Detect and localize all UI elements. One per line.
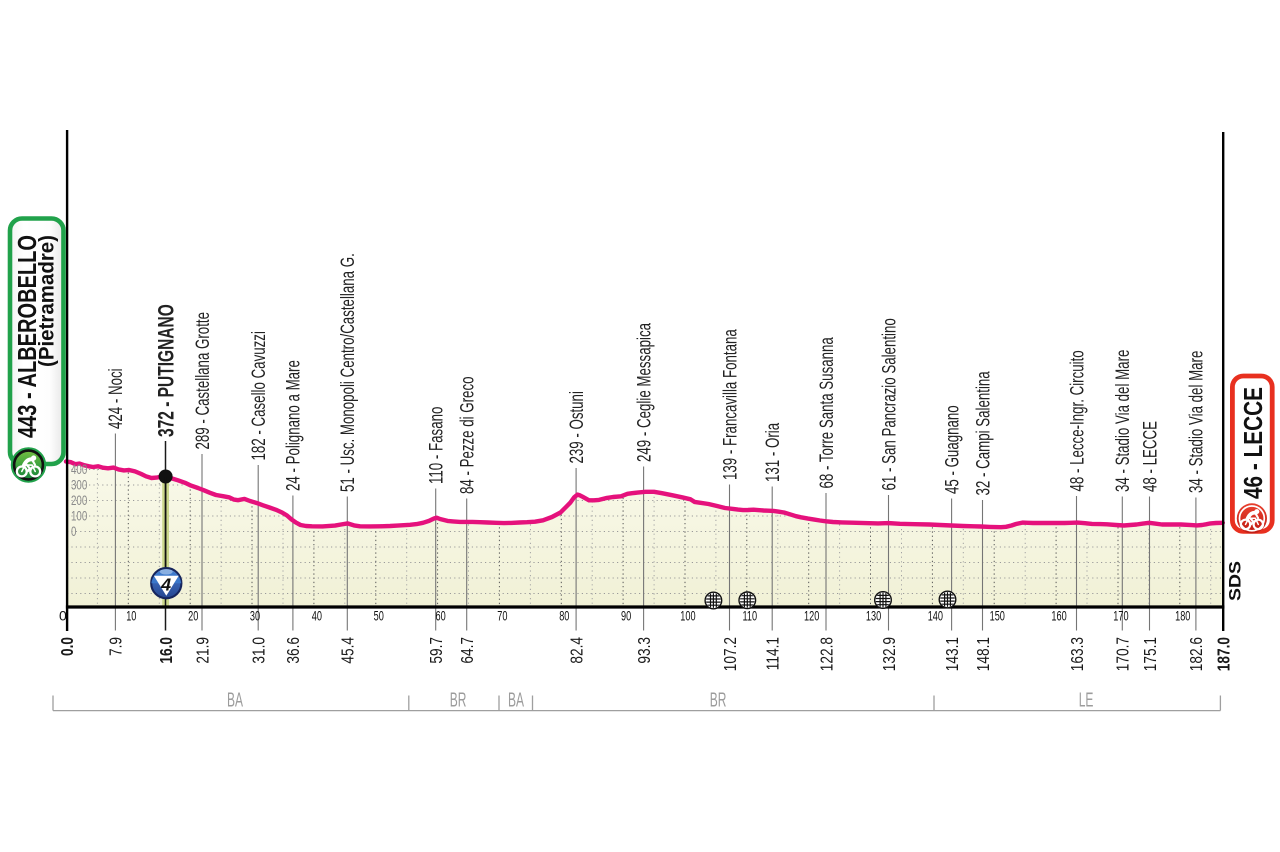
svg-text:45 - Guagnano: 45 - Guagnano xyxy=(942,405,963,494)
svg-text:182 - Casello Cavuzzi: 182 - Casello Cavuzzi xyxy=(249,331,270,460)
svg-text:140: 140 xyxy=(928,609,943,624)
svg-text:100: 100 xyxy=(680,609,695,624)
svg-text:372 - PUTIGNANO: 372 - PUTIGNANO xyxy=(154,304,179,437)
svg-text:139 - Francavilla Fontana: 139 - Francavilla Fontana xyxy=(720,329,741,480)
svg-text:BA: BA xyxy=(508,690,524,712)
svg-text:46 - LECCE: 46 - LECCE xyxy=(1238,387,1268,499)
svg-text:93.3: 93.3 xyxy=(634,637,654,664)
svg-text:100: 100 xyxy=(71,508,87,524)
svg-text:34 - Stadio Via del Mare: 34 - Stadio Via del Mare xyxy=(1113,350,1134,492)
svg-text:110: 110 xyxy=(743,609,758,624)
svg-text:180: 180 xyxy=(1175,609,1190,624)
svg-text:239 - Ostuni: 239 - Ostuni xyxy=(567,391,588,463)
svg-text:4: 4 xyxy=(160,574,171,594)
svg-text:64.7: 64.7 xyxy=(457,637,477,664)
svg-text:82.4: 82.4 xyxy=(566,637,586,664)
svg-text:130: 130 xyxy=(866,609,881,624)
svg-text:68 - Torre Santa Susanna: 68 - Torre Santa Susanna xyxy=(817,337,838,489)
svg-text:132.9: 132.9 xyxy=(879,637,899,671)
svg-text:70: 70 xyxy=(497,609,507,624)
svg-text:60: 60 xyxy=(436,609,446,624)
svg-text:24 - Polignano a Mare: 24 - Polignano a Mare xyxy=(284,360,305,491)
svg-text:80: 80 xyxy=(559,609,569,624)
svg-text:59.7: 59.7 xyxy=(426,637,446,664)
svg-text:30: 30 xyxy=(250,609,260,624)
svg-text:182.6: 182.6 xyxy=(1186,637,1206,671)
svg-text:84 - Pezze di Greco: 84 - Pezze di Greco xyxy=(458,377,479,495)
svg-text:31.0: 31.0 xyxy=(249,637,269,664)
svg-text:110 - Fasano: 110 - Fasano xyxy=(427,407,448,484)
svg-text:45.4: 45.4 xyxy=(338,637,358,664)
svg-text:170: 170 xyxy=(1113,609,1128,624)
svg-text:114.1: 114.1 xyxy=(763,637,783,670)
svg-text:107.2: 107.2 xyxy=(720,637,740,671)
svg-text:300: 300 xyxy=(71,477,87,493)
svg-text:0: 0 xyxy=(71,523,77,539)
svg-text:32 - Campi Salentina: 32 - Campi Salentina xyxy=(973,371,994,495)
svg-text:289 - Castellana Grotte: 289 - Castellana Grotte xyxy=(193,312,214,450)
svg-text:175.1: 175.1 xyxy=(1140,637,1160,671)
svg-text:BR: BR xyxy=(450,690,467,712)
svg-text:249 - Ceglie Messapica: 249 - Ceglie Messapica xyxy=(634,323,655,462)
svg-text:160: 160 xyxy=(1051,609,1066,624)
svg-text:7.9: 7.9 xyxy=(106,637,126,656)
svg-text:131 - Oria: 131 - Oria xyxy=(763,423,784,482)
svg-text:120: 120 xyxy=(804,609,819,624)
svg-text:150: 150 xyxy=(990,609,1005,624)
svg-text:20: 20 xyxy=(188,609,198,624)
svg-text:0.0: 0.0 xyxy=(57,637,77,656)
svg-text:21.9: 21.9 xyxy=(192,637,212,664)
svg-text:61 - San Pancrazio Salentino: 61 - San Pancrazio Salentino xyxy=(879,318,900,490)
svg-text:143.1: 143.1 xyxy=(942,637,962,671)
svg-text:(Pietramadre): (Pietramadre) xyxy=(36,235,59,367)
svg-text:148.1: 148.1 xyxy=(973,637,993,671)
svg-text:424 - Noci: 424 - Noci xyxy=(106,368,127,429)
svg-text:443 - ALBEROBELLO: 443 - ALBEROBELLO xyxy=(12,235,42,438)
svg-text:LE: LE xyxy=(1079,690,1094,712)
svg-text:90: 90 xyxy=(621,609,631,624)
svg-text:48 - LECCE: 48 - LECCE xyxy=(1140,421,1161,492)
svg-text:0: 0 xyxy=(59,608,67,624)
svg-text:BR: BR xyxy=(710,690,727,712)
svg-text:170.7: 170.7 xyxy=(1113,637,1133,671)
svg-text:10: 10 xyxy=(126,609,136,624)
svg-text:SDS: SDS xyxy=(1227,561,1245,601)
svg-text:36.6: 36.6 xyxy=(283,637,303,664)
svg-text:400: 400 xyxy=(71,461,87,477)
svg-text:122.8: 122.8 xyxy=(816,637,836,671)
svg-text:40: 40 xyxy=(312,609,322,624)
svg-text:34 - Stadio Via del Mare: 34 - Stadio Via del Mare xyxy=(1187,351,1208,493)
svg-text:BA: BA xyxy=(227,690,243,712)
svg-text:48 - Lecce-Ingr. Circuito: 48 - Lecce-Ingr. Circuito xyxy=(1067,350,1088,491)
svg-text:200: 200 xyxy=(71,492,87,508)
svg-text:187.0: 187.0 xyxy=(1213,637,1233,671)
svg-text:51 - Usc. Monopoli Centro/Cast: 51 - Usc. Monopoli Centro/Castellana G. xyxy=(338,253,359,492)
svg-text:163.3: 163.3 xyxy=(1067,637,1087,671)
svg-text:16.0: 16.0 xyxy=(156,637,176,664)
svg-text:50: 50 xyxy=(374,609,384,624)
